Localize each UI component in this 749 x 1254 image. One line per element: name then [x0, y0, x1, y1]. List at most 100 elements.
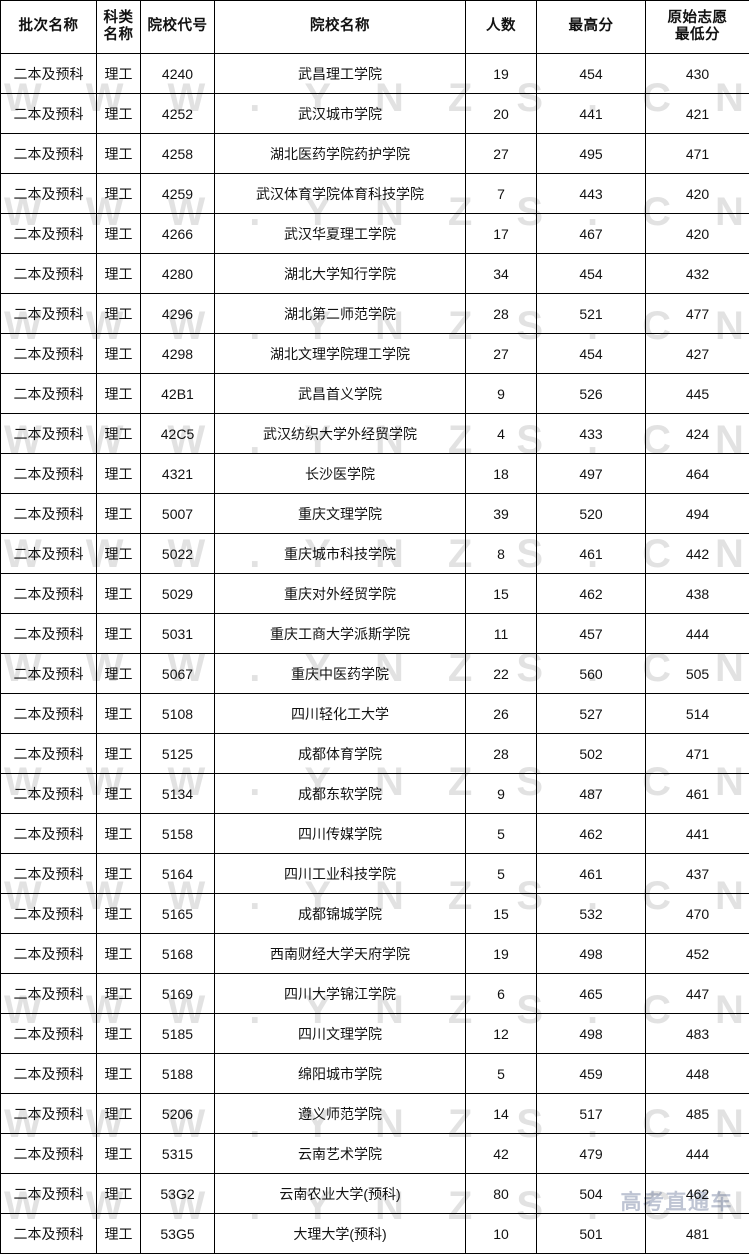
- cell-batch: 二本及预科: [1, 654, 97, 694]
- cell-subject: 理工: [97, 214, 141, 254]
- cell-school-name: 云南艺术学院: [215, 1134, 466, 1174]
- cell-batch: 二本及预科: [1, 334, 97, 374]
- cell-subject: 理工: [97, 974, 141, 1014]
- cell-min-score: 447: [646, 974, 749, 1014]
- cell-min-score: 477: [646, 294, 749, 334]
- cell-max-score: 497: [537, 454, 646, 494]
- cell-subject: 理工: [97, 414, 141, 454]
- cell-count: 15: [466, 894, 537, 934]
- cell-max-score: 443: [537, 174, 646, 214]
- cell-count: 17: [466, 214, 537, 254]
- cell-batch: 二本及预科: [1, 294, 97, 334]
- column-header-count-line1: 人数: [467, 18, 535, 35]
- cell-count: 19: [466, 54, 537, 94]
- cell-school-code: 5108: [141, 694, 215, 734]
- cell-batch: 二本及预科: [1, 974, 97, 1014]
- cell-count: 27: [466, 134, 537, 174]
- cell-batch: 二本及预科: [1, 894, 97, 934]
- cell-school-code: 4258: [141, 134, 215, 174]
- cell-school-name: 长沙医学院: [215, 454, 466, 494]
- cell-batch: 二本及预科: [1, 254, 97, 294]
- cell-min-score: 420: [646, 214, 749, 254]
- cell-count: 22: [466, 654, 537, 694]
- cell-min-score: 420: [646, 174, 749, 214]
- cell-batch: 二本及预科: [1, 414, 97, 454]
- cell-max-score: 521: [537, 294, 646, 334]
- cell-school-code: 4252: [141, 94, 215, 134]
- cell-batch: 二本及预科: [1, 734, 97, 774]
- cell-batch: 二本及预科: [1, 854, 97, 894]
- cell-school-code: 5125: [141, 734, 215, 774]
- cell-school-name: 重庆工商大学派斯学院: [215, 614, 466, 654]
- cell-count: 18: [466, 454, 537, 494]
- cell-school-name: 武汉体育学院体育科技学院: [215, 174, 466, 214]
- cell-max-score: 441: [537, 94, 646, 134]
- cell-school-name: 武汉华夏理工学院: [215, 214, 466, 254]
- cell-min-score: 452: [646, 934, 749, 974]
- cell-school-name: 武汉纺织大学外经贸学院: [215, 414, 466, 454]
- cell-max-score: 467: [537, 214, 646, 254]
- column-header-subject: 科类 名称: [97, 1, 141, 54]
- cell-count: 42: [466, 1134, 537, 1174]
- cell-count: 14: [466, 1094, 537, 1134]
- cell-max-score: 560: [537, 654, 646, 694]
- cell-count: 28: [466, 294, 537, 334]
- cell-count: 6: [466, 974, 537, 1014]
- cell-max-score: 495: [537, 134, 646, 174]
- cell-min-score: 424: [646, 414, 749, 454]
- cell-max-score: 454: [537, 54, 646, 94]
- cell-max-score: 461: [537, 534, 646, 574]
- cell-subject: 理工: [97, 134, 141, 174]
- cell-max-score: 454: [537, 254, 646, 294]
- cell-count: 26: [466, 694, 537, 734]
- cell-school-name: 重庆文理学院: [215, 494, 466, 534]
- cell-batch: 二本及预科: [1, 54, 97, 94]
- cell-school-code: 4259: [141, 174, 215, 214]
- cell-school-code: 5185: [141, 1014, 215, 1054]
- cell-count: 7: [466, 174, 537, 214]
- cell-max-score: 498: [537, 1014, 646, 1054]
- cell-school-name: 四川文理学院: [215, 1014, 466, 1054]
- cell-batch: 二本及预科: [1, 1054, 97, 1094]
- cell-school-name: 成都体育学院: [215, 734, 466, 774]
- cell-count: 8: [466, 534, 537, 574]
- cell-max-score: 504: [537, 1174, 646, 1214]
- cell-min-score: 444: [646, 614, 749, 654]
- cell-school-code: 5168: [141, 934, 215, 974]
- cell-subject: 理工: [97, 534, 141, 574]
- header-row: 批次名称 科类 名称 院校代号 院校名称 人数 最高分: [1, 1, 749, 54]
- cell-max-score: 487: [537, 774, 646, 814]
- cell-subject: 理工: [97, 694, 141, 734]
- cell-min-score: 445: [646, 374, 749, 414]
- cell-batch: 二本及预科: [1, 934, 97, 974]
- cell-school-name: 武昌理工学院: [215, 54, 466, 94]
- column-header-name: 院校名称: [215, 1, 466, 54]
- cell-count: 39: [466, 494, 537, 534]
- cell-count: 12: [466, 1014, 537, 1054]
- cell-min-score: 427: [646, 334, 749, 374]
- cell-subject: 理工: [97, 574, 141, 614]
- cell-min-score: 464: [646, 454, 749, 494]
- cell-subject: 理工: [97, 374, 141, 414]
- cell-count: 15: [466, 574, 537, 614]
- cell-min-score: 514: [646, 694, 749, 734]
- cell-max-score: 479: [537, 1134, 646, 1174]
- column-header-min-score-line1: 原始志愿: [647, 10, 748, 27]
- cell-school-code: 5007: [141, 494, 215, 534]
- cell-count: 11: [466, 614, 537, 654]
- cell-batch: 二本及预科: [1, 774, 97, 814]
